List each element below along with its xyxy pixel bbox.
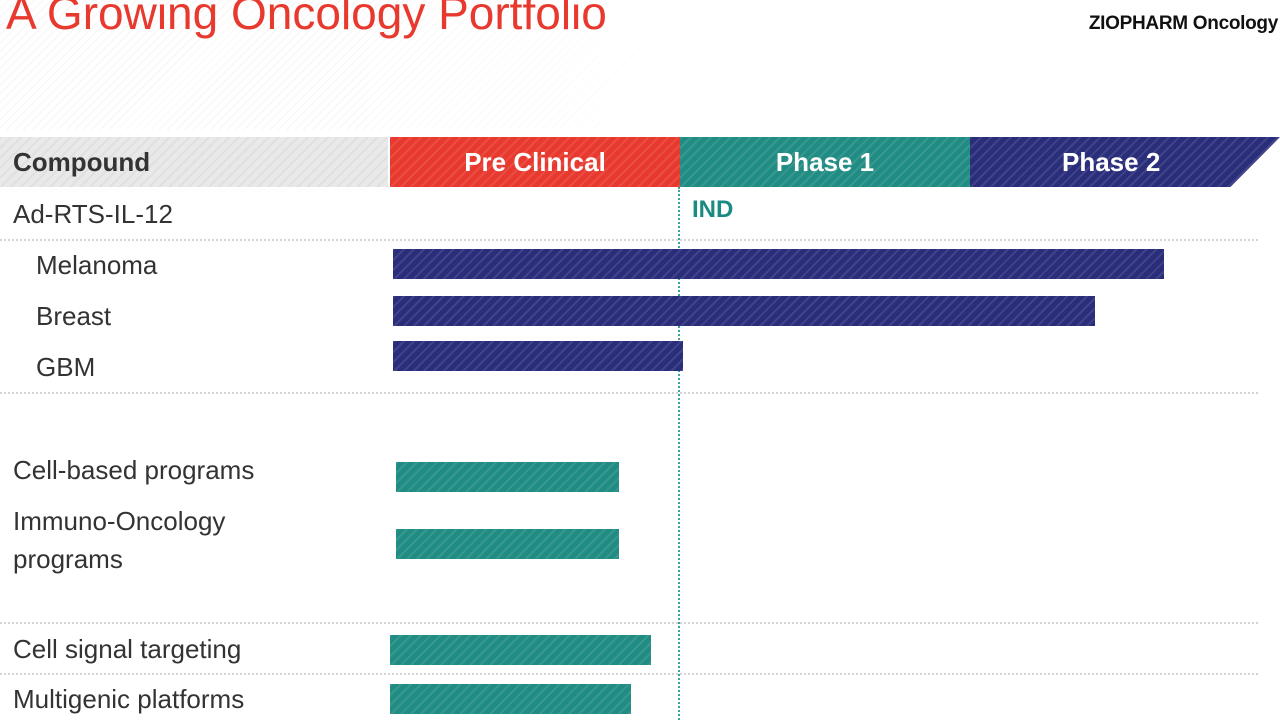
- progress-bar-cell-signal-targeting: [390, 635, 651, 665]
- phase-header-phase-1: Phase 1: [680, 137, 970, 187]
- row-divider: [0, 392, 1258, 394]
- ind-milestone-label: IND: [692, 196, 734, 223]
- progress-bar-multigenic-platforms: [390, 684, 631, 714]
- compound-header: Compound: [0, 137, 388, 187]
- row-label-ad-rts-il-12: Ad-RTS-IL-12: [13, 199, 173, 229]
- logo-sub: Oncology: [1192, 13, 1279, 34]
- slide-title: A Growing Oncology Portfolio: [6, 0, 607, 39]
- ind-milestone-line: [678, 187, 680, 720]
- row-divider: [0, 673, 1258, 675]
- row-label-melanoma: Melanoma: [36, 250, 158, 280]
- row-label-multigenic-platforms: Multigenic platforms: [13, 684, 245, 714]
- row-label-cell-signal-targeting: Cell signal targeting: [13, 634, 242, 664]
- progress-bar-breast: [392, 296, 1095, 326]
- row-label-cell-based-programs: Cell-based programs: [13, 455, 255, 485]
- row-label-breast: Breast: [36, 301, 112, 331]
- row-label-immuno-oncology-line-1: Immuno-Oncology: [13, 506, 226, 536]
- row-label-gbm: GBM: [36, 352, 96, 382]
- background-hatch: [0, 0, 700, 130]
- row-label-immuno-oncology-line-2: programs: [13, 544, 123, 574]
- progress-bar-immuno-oncology-programs: [395, 529, 620, 559]
- progress-bar-cell-based-programs: [395, 462, 620, 492]
- phase-header-pre-clinical: Pre Clinical: [390, 137, 680, 187]
- row-divider: [0, 622, 1258, 624]
- phase-header-phase-2: Phase 2: [970, 137, 1280, 187]
- logo-brand: ZIOPHARM: [1088, 13, 1188, 34]
- company-logo: ZIOPHARM Oncology: [1089, 13, 1278, 35]
- row-divider: [0, 239, 1258, 241]
- progress-bar-melanoma: [392, 249, 1165, 279]
- progress-bar-gbm: [392, 341, 683, 371]
